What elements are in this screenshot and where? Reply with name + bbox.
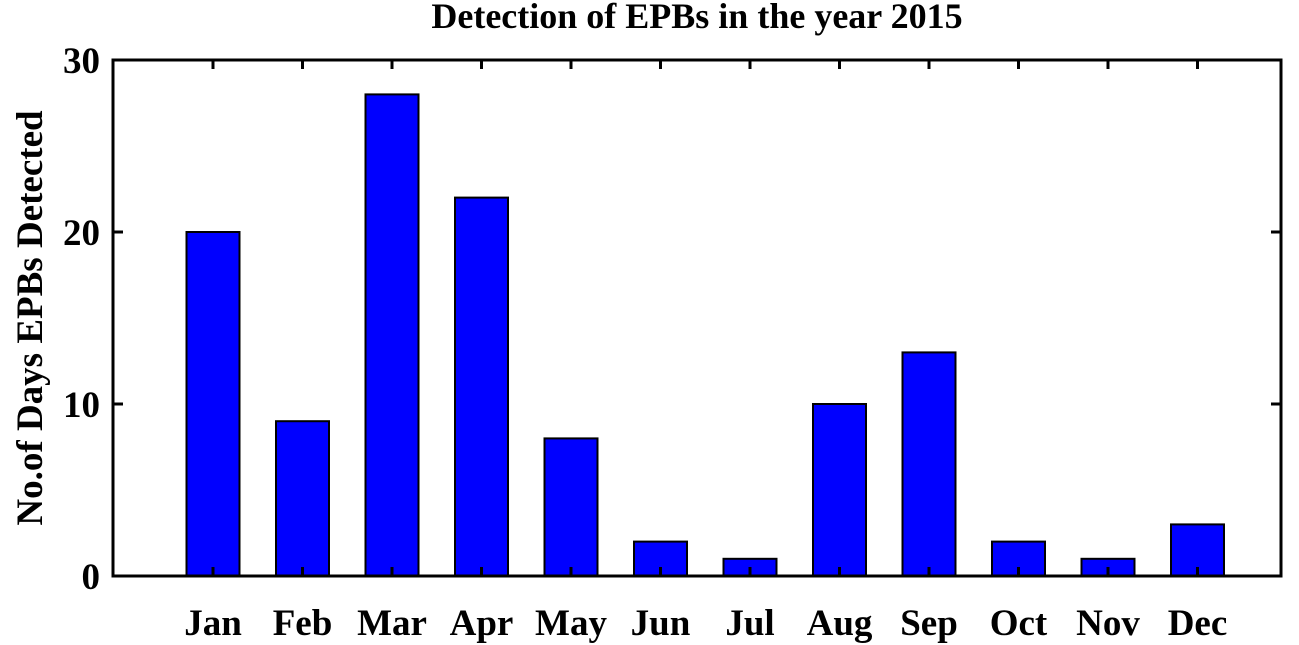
y-tick-label-10: 10 — [63, 385, 100, 426]
x-tick-label-may: May — [535, 603, 607, 644]
x-tick-label-apr: Apr — [450, 603, 514, 644]
x-tick-label-oct: Oct — [990, 603, 1048, 644]
bar-sep — [901, 351, 957, 577]
bar-mar — [364, 93, 420, 578]
x-tick-label-feb: Feb — [273, 603, 333, 644]
bar-jan — [185, 231, 241, 577]
y-axis-label: No.of Days EPBs Detected — [10, 110, 51, 526]
x-tick-label-jul: Jul — [725, 603, 774, 644]
tick-labels-group: Jan Feb Mar Apr May Jun Jul Aug Sep Oct Nov Dec 0 10 2… — [63, 41, 1227, 644]
y-tick-label-30: 30 — [63, 41, 100, 82]
plot-frame — [111, 58, 1283, 578]
bar-aug — [812, 403, 867, 577]
x-tick-label-mar: Mar — [357, 603, 427, 644]
bars-group — [185, 93, 1225, 578]
x-tick-label-sep: Sep — [900, 603, 958, 644]
bar-apr — [454, 196, 509, 577]
bar-feb — [275, 420, 330, 578]
x-tick-label-nov: Nov — [1076, 603, 1140, 644]
y-tick-label-20: 20 — [63, 213, 100, 254]
x-tick-label-aug: Aug — [807, 603, 873, 644]
chart-title: Detection of EPBs in the year 2015 — [431, 0, 962, 36]
x-tick-label-dec: Dec — [1168, 603, 1228, 644]
x-tick-label-jan: Jan — [184, 603, 242, 644]
bar-may — [543, 437, 599, 577]
y-tick-label-0: 0 — [82, 557, 101, 598]
x-tick-label-jun: Jun — [631, 603, 691, 644]
